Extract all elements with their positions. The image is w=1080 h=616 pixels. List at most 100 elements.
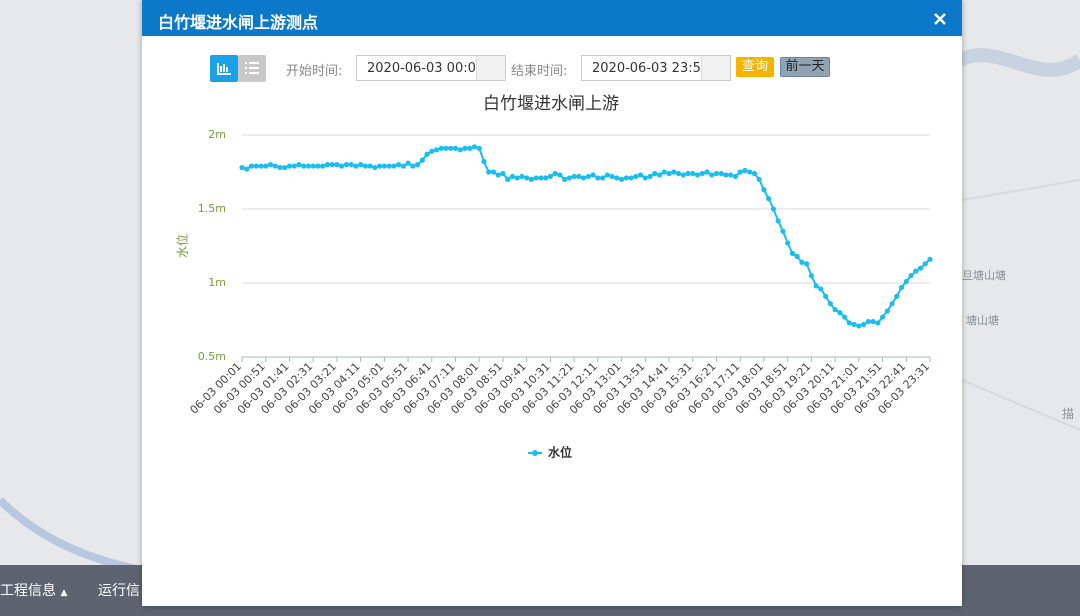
data-point — [305, 163, 312, 169]
map-label: 旦塘山塘 — [962, 268, 1006, 282]
data-point — [557, 172, 563, 178]
map-label: 描 — [1062, 407, 1074, 421]
data-point — [927, 256, 933, 262]
data-point — [543, 175, 549, 181]
data-point — [514, 175, 520, 181]
data-point — [490, 169, 497, 175]
tab[interactable]: 运行信 — [98, 583, 140, 599]
data-point — [476, 145, 482, 151]
river — [956, 48, 1080, 77]
data-point — [799, 259, 805, 265]
end-value: 2020-06-03 23:59 — [592, 61, 710, 76]
data-point — [571, 173, 577, 180]
data-point — [410, 163, 416, 169]
data-point — [519, 173, 525, 180]
data-point — [585, 173, 591, 180]
data-point — [614, 175, 620, 181]
data-point — [320, 163, 326, 169]
data-point — [879, 314, 886, 320]
data-point — [395, 162, 402, 168]
data-point — [780, 228, 786, 234]
tab-label: 工程信息 — [0, 583, 56, 599]
data-point — [343, 162, 349, 168]
start-label: 开始时间: — [286, 64, 343, 79]
data-point — [685, 170, 691, 177]
data-point — [443, 145, 449, 151]
previous-day-button[interactable]: 前一天 — [780, 57, 830, 77]
data-point — [600, 175, 606, 181]
end-input[interactable]: 2020-06-03 23:59 — [581, 55, 731, 81]
data-point — [718, 170, 724, 177]
start-value: 2020-06-03 00:00 — [367, 61, 485, 76]
query-button[interactable]: 查询 — [736, 57, 774, 77]
data-point — [452, 145, 459, 151]
chart-title: 白竹堰进水闸上游 — [483, 94, 619, 114]
data-point — [324, 162, 331, 168]
data-point — [875, 320, 881, 326]
map-label: 塘山塘 — [966, 313, 999, 327]
data-point — [656, 172, 663, 178]
data-point — [562, 176, 568, 182]
data-point — [258, 163, 264, 169]
data-point — [334, 162, 340, 168]
data-point — [296, 162, 302, 168]
data-point — [846, 320, 852, 326]
data-point — [372, 164, 378, 171]
data-point — [837, 310, 843, 316]
data-point — [737, 169, 743, 175]
data-point — [841, 314, 848, 320]
data-point — [642, 175, 648, 181]
data-point — [353, 163, 359, 169]
data-point — [770, 206, 777, 212]
data-point — [267, 162, 274, 168]
data-point — [524, 175, 530, 181]
legend-label: 水位 — [548, 445, 572, 460]
start-input[interactable]: 2020-06-03 00:00 — [356, 55, 506, 81]
data-point — [438, 145, 444, 151]
data-point — [282, 164, 288, 171]
data-point — [661, 169, 667, 175]
data-point — [813, 283, 819, 289]
data-point — [851, 321, 857, 328]
data-point — [391, 163, 397, 169]
data-point — [486, 169, 492, 175]
tab[interactable]: 工程信息 ▲ — [0, 580, 67, 600]
data-point — [609, 173, 615, 180]
data-point — [747, 169, 753, 175]
data-point — [528, 176, 535, 182]
modal-header: 白竹堰进水闸上游测点 — [142, 0, 962, 36]
data-point — [386, 163, 392, 169]
data-point — [680, 172, 686, 178]
data-point — [894, 293, 900, 299]
data-point — [367, 163, 373, 169]
data-point — [291, 163, 297, 169]
data-point — [604, 172, 610, 178]
series-line — [241, 145, 931, 327]
close-button[interactable] — [934, 13, 946, 25]
data-point — [277, 164, 283, 171]
data-point — [429, 148, 435, 154]
data-point — [618, 176, 625, 182]
legend-marker — [532, 450, 538, 456]
data-point — [694, 172, 701, 178]
modal: 白竹堰进水闸上游测点 开始时间: 2020-06-03 00:00 结束时间: … — [142, 0, 962, 606]
data-point — [405, 160, 411, 166]
data-point — [301, 163, 307, 169]
data-point — [467, 145, 473, 151]
data-point — [884, 308, 890, 314]
data-point — [818, 286, 824, 292]
data-point — [595, 175, 601, 181]
data-point — [652, 170, 658, 177]
data-point — [756, 176, 762, 182]
data-point — [827, 301, 833, 307]
river — [0, 497, 143, 574]
data-point — [381, 163, 387, 169]
data-point — [414, 162, 421, 168]
data-point — [856, 323, 862, 329]
data-point — [922, 261, 928, 267]
data-point — [898, 284, 905, 291]
data-point — [505, 176, 511, 182]
data-point — [865, 318, 871, 325]
data-point — [647, 173, 653, 180]
